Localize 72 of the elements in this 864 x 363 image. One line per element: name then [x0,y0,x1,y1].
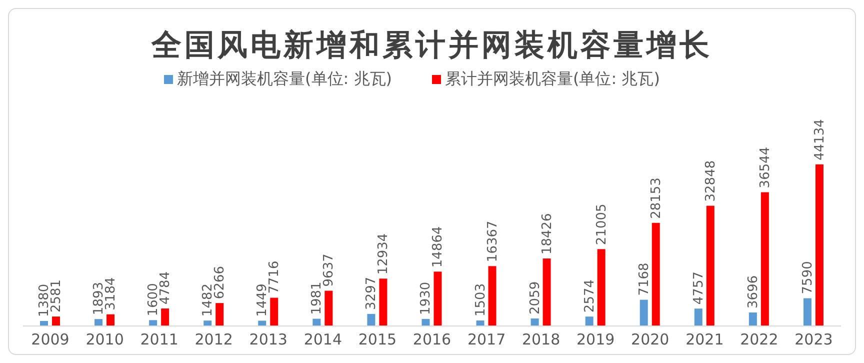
data-label: 18426 [540,213,555,255]
legend-label: 新增并网装机容量(单位: 兆瓦) [177,69,392,88]
legend-label: 累计并网装机容量(单位: 兆瓦) [445,69,660,88]
data-label: 44134 [812,119,828,160]
bar [434,272,442,326]
bar [652,222,660,326]
data-label: 2574 [582,279,598,313]
data-label: 7590 [800,261,816,294]
bar [379,278,388,326]
data-label: 21005 [594,204,610,246]
bar [706,206,714,326]
data-label: 1930 [418,282,434,315]
data-label: 7168 [636,262,652,296]
x-tick-label: 2011 [140,330,178,349]
data-label: 4784 [158,271,174,304]
bar [258,320,266,326]
x-tick-label: 2022 [740,330,778,349]
x-tick-label: 2016 [412,330,452,349]
x-tick-label: 2010 [86,330,124,349]
bar [204,320,212,326]
x-tick-label: 2018 [522,330,560,349]
bar [161,308,170,326]
data-label: 1380 [37,284,52,317]
bar [94,319,103,326]
x-tick-label: 2020 [631,330,670,349]
data-label: 1503 [473,283,488,316]
data-label: 14864 [430,226,446,268]
data-label: 16367 [485,220,500,262]
data-label: 2581 [49,279,64,313]
data-label: 6266 [212,266,228,300]
bar [803,298,812,326]
bar [216,303,224,326]
bar [530,318,539,326]
data-label: 3696 [746,275,761,308]
data-label: 32848 [703,160,718,202]
bar [597,249,606,326]
x-tick-label: 2013 [249,330,288,349]
x-tick-label: 2019 [576,330,615,349]
bar [270,298,278,326]
data-label: 9637 [322,254,337,287]
bar [815,164,824,326]
bar [324,290,333,326]
data-label: 28153 [648,178,664,219]
bar [488,266,496,326]
bar [367,314,376,326]
data-label: 3297 [364,276,380,310]
x-tick-label: 2009 [31,330,70,349]
bar [585,316,594,326]
x-tick-label: 2015 [358,330,397,349]
bar [760,192,769,326]
data-label: 4757 [691,271,706,305]
data-label: 2059 [528,281,543,314]
bar [694,308,702,326]
bar [52,316,60,326]
bar [312,318,321,326]
bar [106,314,115,326]
data-label: 3184 [104,277,119,310]
data-label: 36544 [758,146,773,188]
chart-title: 全国风电新增和累计并网装机容量增长 [150,27,714,65]
data-label: 7716 [267,260,282,294]
bar [542,258,551,326]
bar [640,300,648,326]
bar [149,320,158,326]
bar [422,318,430,326]
bar [748,312,757,326]
bar [476,320,484,326]
x-tick-label: 2012 [194,330,233,349]
data-label: 12934 [376,233,392,275]
x-tick-label: 2014 [304,330,342,349]
x-tick-label: 2017 [467,330,506,349]
x-tick-label: 2023 [794,330,833,349]
x-tick-label: 2021 [686,330,724,349]
